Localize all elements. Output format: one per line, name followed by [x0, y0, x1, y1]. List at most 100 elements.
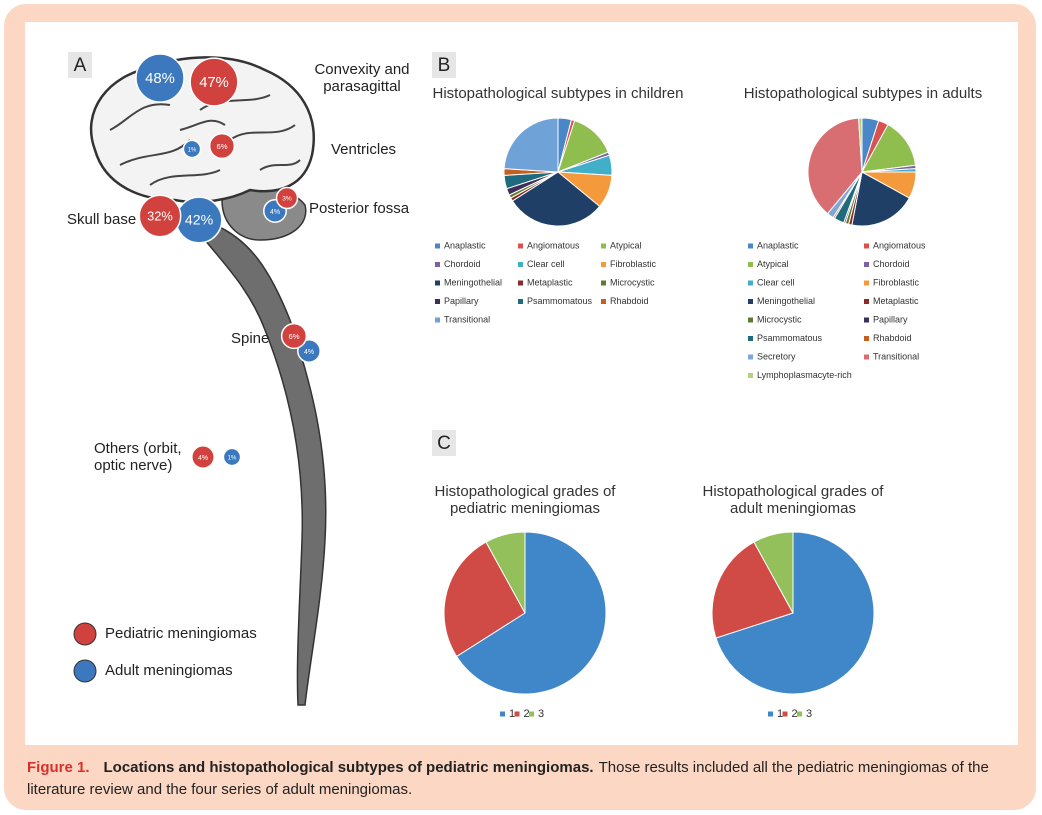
legend-swatch — [601, 243, 606, 249]
legend-swatch — [864, 262, 869, 267]
panel-label: B — [438, 55, 451, 76]
pie-slice — [503, 117, 559, 173]
pediatric-bubble-label: 32% — [147, 208, 173, 223]
legend-swatch — [864, 280, 869, 286]
legend-label: Pediatric meningiomas — [105, 625, 257, 642]
legend-swatch — [518, 262, 523, 267]
legend-swatch — [518, 280, 523, 286]
legend-label: Fibroblastic — [610, 259, 657, 269]
legend-swatch — [864, 299, 869, 304]
legend-label: Lymphoplasmacyte-rich — [757, 370, 852, 380]
adult-bubble-label: 1% — [188, 148, 197, 154]
pie-slice — [485, 531, 526, 614]
legend-swatch — [748, 354, 753, 360]
pie-slice — [455, 531, 607, 695]
chart-title: Histopathological grades of adult mening… — [702, 483, 884, 517]
legend-swatch — [601, 262, 606, 267]
pediatric-bubble-label: 47% — [199, 75, 229, 91]
legend-label: 3 — [806, 708, 812, 720]
legend-swatch — [435, 262, 440, 267]
panel-c-box — [432, 430, 456, 456]
legend-swatch — [864, 243, 869, 249]
legend-swatch — [601, 280, 606, 286]
adult-bubble — [222, 447, 242, 467]
legend-label: Secretory — [757, 351, 796, 361]
caption: Figure 1. Locations and histopathological… — [27, 757, 1017, 801]
legend-swatch — [768, 711, 773, 717]
legend-label: Chordoid — [873, 259, 910, 269]
legend-swatch — [748, 317, 753, 323]
pediatric-bubble-label: 6% — [216, 142, 227, 151]
legend-label: Papillary — [873, 314, 908, 324]
legend-label: Rhabdoid — [610, 296, 649, 306]
legend-swatch — [518, 299, 523, 304]
legend-swatch — [73, 622, 97, 646]
legend-label: Atypical — [610, 240, 642, 250]
location-label: Posterior fossa — [309, 200, 410, 217]
legend-label: Microcystic — [757, 314, 802, 324]
pie-slice — [443, 541, 526, 658]
pediatric-bubble — [275, 186, 299, 210]
panel-a-box — [68, 52, 92, 78]
location-label: Others (orbit, optic nerve) — [94, 440, 182, 474]
legend-label: Anaplastic — [444, 240, 486, 250]
legend-swatch — [864, 336, 869, 341]
legend-label: Papillary — [444, 296, 479, 306]
adult-bubble-label: 4% — [270, 209, 280, 216]
chart-title: Histopathological subtypes in adults — [743, 85, 983, 102]
location-label: Ventricles — [331, 141, 397, 158]
legend-label: Psammomatous — [527, 296, 593, 306]
location-label: Spine — [231, 330, 270, 347]
pie-slice — [807, 117, 863, 215]
gyri — [109, 94, 301, 186]
pediatric-bubble-label: 3% — [282, 196, 292, 203]
legend-label: 2 — [524, 708, 530, 720]
legend-swatch — [514, 711, 520, 717]
legend-label: Anaplastic — [757, 240, 799, 250]
legend-swatch — [782, 711, 788, 717]
legend-swatch — [601, 299, 606, 304]
chart-title: Histopathological grades of pediatric me… — [434, 483, 616, 517]
legend-swatch — [529, 711, 534, 717]
legend-swatch — [435, 243, 440, 249]
legend-swatch — [748, 373, 753, 378]
legend-label: Psammomatous — [757, 333, 823, 343]
legend-label: 2 — [792, 708, 798, 720]
legend-swatch — [435, 317, 440, 323]
caption-figure: Figure 1. — [27, 759, 90, 776]
legend-swatch — [518, 243, 523, 249]
pie-slice — [753, 531, 794, 614]
pie-slice — [858, 117, 863, 173]
adult-bubble — [135, 53, 185, 103]
legend-label: 1 — [777, 708, 783, 720]
adult-bubble-label: 1% — [228, 456, 237, 462]
legend-label: 3 — [538, 708, 544, 720]
legend-label: Atypical — [757, 259, 789, 269]
legend-label: Metaplastic — [527, 277, 573, 287]
legend-label: Clear cell — [757, 277, 795, 287]
legend-label: Angiomatous — [527, 240, 580, 250]
pie-slice — [715, 531, 875, 695]
pediatric-bubble — [191, 445, 215, 469]
legend-label: Meningothelial — [444, 277, 502, 287]
adult-bubble — [297, 339, 321, 363]
legend-swatch — [864, 354, 869, 360]
adult-bubble-label: 48% — [145, 71, 175, 87]
pediatric-bubble-label: 6% — [288, 332, 299, 341]
legend-swatch — [748, 280, 753, 286]
legend-label: 1 — [509, 708, 515, 720]
pie-slice — [861, 123, 917, 173]
legend-swatch — [500, 711, 505, 717]
legend-swatch — [748, 243, 753, 249]
pediatric-bubble — [280, 322, 308, 350]
adult-bubble-label: 42% — [185, 213, 214, 229]
chart-title: Histopathological subtypes in children — [432, 85, 684, 102]
legend-label: Meningothelial — [757, 296, 815, 306]
legend-swatch — [73, 659, 97, 683]
panel-b-box — [432, 52, 456, 78]
caption-title: Locations and histopathological subtypes… — [103, 759, 594, 776]
legend-swatch — [797, 711, 802, 717]
pie-slice — [511, 171, 601, 227]
